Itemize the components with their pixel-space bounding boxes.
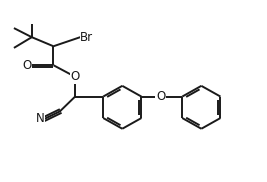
Text: O: O: [70, 70, 80, 83]
Text: O: O: [22, 59, 32, 72]
Text: Br: Br: [80, 31, 93, 44]
Text: N: N: [36, 112, 45, 125]
Text: O: O: [156, 90, 165, 103]
